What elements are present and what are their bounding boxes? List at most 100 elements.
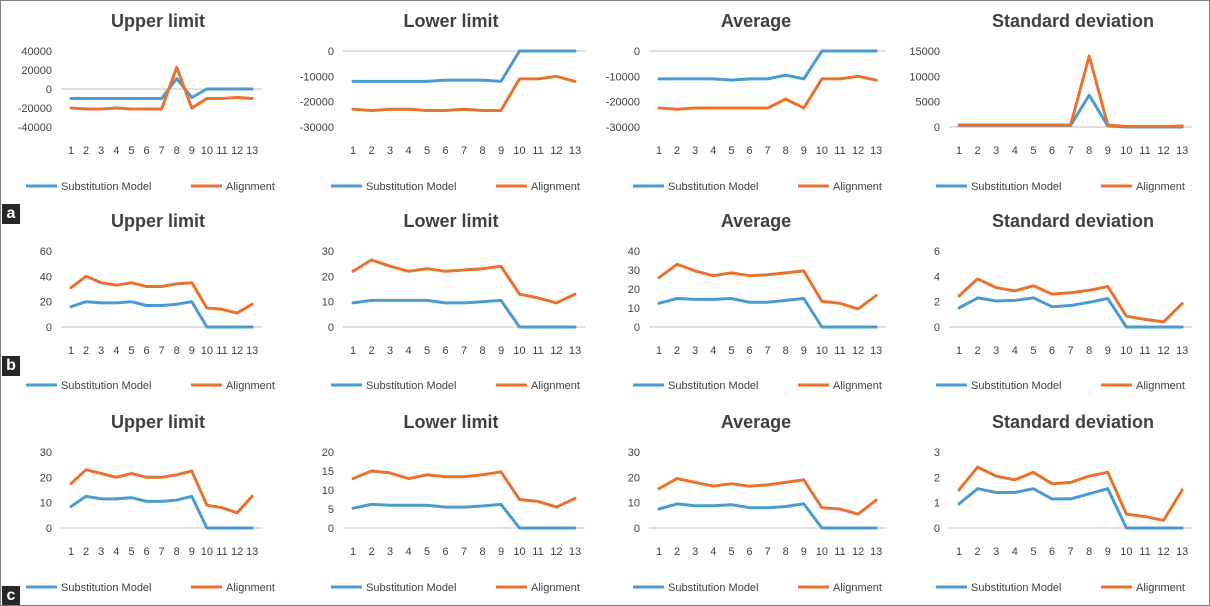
x-tick-label: 11 bbox=[834, 145, 845, 157]
x-tick-label: 12 bbox=[231, 145, 243, 157]
series-line-alignment bbox=[69, 274, 254, 315]
x-tick-label: 11 bbox=[834, 546, 845, 558]
y-tick-label: -20000 bbox=[18, 103, 52, 115]
series-line-alignment bbox=[957, 54, 1184, 128]
x-tick-label: 3 bbox=[993, 145, 999, 157]
x-tick-label: 5 bbox=[128, 345, 134, 357]
x-tick-label: 6 bbox=[143, 345, 149, 357]
x-tick-label: 13 bbox=[569, 345, 581, 357]
series-line-alignment bbox=[657, 262, 878, 311]
y-tick-label: 0 bbox=[328, 322, 334, 334]
x-tick-label: 2 bbox=[368, 145, 374, 157]
y-tick-label: 20000 bbox=[21, 65, 52, 77]
x-tick-label: 2 bbox=[368, 546, 374, 558]
legend-label: Substitution Model bbox=[366, 181, 457, 193]
x-tick-label: 12 bbox=[1157, 345, 1169, 357]
x-tick-label: 4 bbox=[405, 345, 411, 357]
x-tick-label: 4 bbox=[710, 546, 716, 558]
chart-title: Upper limit bbox=[111, 211, 205, 231]
legend-label: Substitution Model bbox=[668, 582, 759, 594]
legend-label: Substitution Model bbox=[366, 582, 457, 594]
x-tick-label: 12 bbox=[1157, 546, 1169, 558]
x-tick-label: 3 bbox=[692, 546, 698, 558]
y-tick-label: 20 bbox=[322, 271, 334, 283]
x-tick-label: 12 bbox=[852, 546, 864, 558]
x-tick-label: 11 bbox=[216, 546, 227, 558]
x-tick-label: 8 bbox=[1086, 145, 1092, 157]
series-line-substitution-model bbox=[657, 502, 878, 530]
legend-label: Substitution Model bbox=[61, 380, 152, 392]
x-tick-label: 13 bbox=[870, 546, 882, 558]
x-tick-label: 1 bbox=[68, 546, 74, 558]
x-tick-label: 7 bbox=[765, 345, 771, 357]
y-tick-label: 60 bbox=[40, 246, 52, 258]
legend-label: Substitution Model bbox=[61, 181, 152, 193]
x-tick-label: 4 bbox=[113, 345, 119, 357]
x-tick-label: 11 bbox=[532, 145, 543, 157]
x-tick-label: 2 bbox=[368, 345, 374, 357]
y-tick-label: 10 bbox=[40, 498, 52, 510]
x-tick-label: 5 bbox=[728, 145, 734, 157]
x-tick-label: 10 bbox=[513, 546, 525, 558]
x-tick-label: 6 bbox=[442, 345, 448, 357]
y-tick-label: 15000 bbox=[909, 46, 940, 58]
y-tick-label: 40000 bbox=[21, 46, 52, 58]
x-tick-label: 4 bbox=[1012, 546, 1018, 558]
y-tick-label: 0 bbox=[46, 322, 52, 334]
series-line-substitution-model bbox=[657, 297, 878, 329]
x-tick-label: 13 bbox=[246, 546, 258, 558]
y-tick-label: -10000 bbox=[300, 71, 334, 83]
x-tick-label: 6 bbox=[1049, 345, 1055, 357]
x-tick-label: 10 bbox=[816, 145, 828, 157]
x-tick-label: 7 bbox=[159, 145, 165, 157]
x-tick-label: 1 bbox=[956, 145, 962, 157]
series-line-alignment bbox=[957, 277, 1184, 324]
y-tick-label: 5 bbox=[328, 504, 334, 516]
x-tick-label: 8 bbox=[783, 345, 789, 357]
x-tick-label: 7 bbox=[1068, 345, 1074, 357]
series-line-substitution-model bbox=[69, 494, 254, 530]
x-tick-label: 5 bbox=[1030, 546, 1036, 558]
series-line-alignment bbox=[351, 258, 577, 305]
x-tick-label: 3 bbox=[692, 145, 698, 157]
x-tick-label: 7 bbox=[159, 546, 165, 558]
x-tick-label: 2 bbox=[975, 546, 981, 558]
y-tick-label: 10 bbox=[628, 303, 640, 315]
x-tick-label: 10 bbox=[201, 546, 213, 558]
y-tick-label: 0 bbox=[634, 46, 640, 58]
x-tick-label: 6 bbox=[442, 145, 448, 157]
series-line-alignment bbox=[657, 74, 878, 111]
series-line-substitution-model bbox=[69, 300, 254, 329]
x-tick-label: 11 bbox=[532, 546, 543, 558]
x-tick-label: 2 bbox=[83, 145, 89, 157]
x-tick-label: 13 bbox=[870, 345, 882, 357]
y-tick-label: -20000 bbox=[300, 97, 334, 109]
x-tick-label: 6 bbox=[746, 345, 752, 357]
legend-label: Substitution Model bbox=[61, 582, 152, 594]
x-tick-label: 7 bbox=[765, 145, 771, 157]
x-tick-label: 2 bbox=[674, 345, 680, 357]
y-tick-label: 0 bbox=[328, 46, 334, 58]
x-tick-label: 13 bbox=[1176, 345, 1188, 357]
y-tick-label: 0 bbox=[634, 322, 640, 334]
y-tick-label: 30 bbox=[322, 246, 334, 258]
legend-label: Alignment bbox=[833, 380, 882, 392]
x-tick-label: 5 bbox=[424, 145, 430, 157]
x-tick-label: 8 bbox=[783, 546, 789, 558]
x-tick-label: 11 bbox=[1139, 145, 1150, 157]
x-tick-label: 9 bbox=[801, 145, 807, 157]
series-line-alignment bbox=[351, 469, 577, 509]
x-tick-label: 13 bbox=[1176, 145, 1188, 157]
x-tick-label: 3 bbox=[993, 345, 999, 357]
legend-label: Substitution Model bbox=[971, 380, 1062, 392]
x-tick-label: 1 bbox=[656, 546, 662, 558]
y-tick-label: 0 bbox=[328, 523, 334, 535]
legend-label: Substitution Model bbox=[366, 380, 457, 392]
x-tick-label: 2 bbox=[975, 145, 981, 157]
y-tick-label: 30 bbox=[40, 447, 52, 459]
y-tick-label: 0 bbox=[46, 523, 52, 535]
